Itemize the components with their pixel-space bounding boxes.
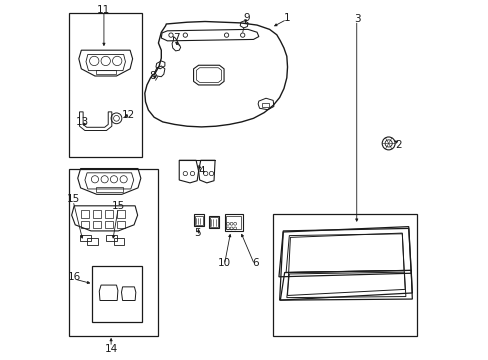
Text: 6: 6 <box>251 258 258 268</box>
Bar <box>209 217 218 227</box>
Text: 13: 13 <box>76 117 89 127</box>
Bar <box>93 210 101 218</box>
Bar <box>80 234 91 241</box>
Text: 3: 3 <box>353 14 360 24</box>
Text: 7: 7 <box>173 33 179 43</box>
Bar <box>96 70 116 74</box>
Bar <box>224 214 242 231</box>
Bar <box>194 216 202 225</box>
Text: 4: 4 <box>198 166 204 176</box>
Text: 15: 15 <box>66 194 80 204</box>
Text: 2: 2 <box>395 140 401 150</box>
Bar <box>273 214 416 336</box>
Bar <box>96 187 122 192</box>
Bar <box>226 216 241 229</box>
Text: 10: 10 <box>218 258 231 268</box>
Bar <box>208 216 219 228</box>
Bar <box>105 221 113 228</box>
Text: 16: 16 <box>67 272 81 282</box>
Bar <box>106 234 117 241</box>
Bar <box>117 221 124 228</box>
Bar <box>81 221 89 228</box>
Text: 12: 12 <box>121 110 134 120</box>
Text: 8: 8 <box>149 71 156 81</box>
Text: 1: 1 <box>284 13 290 23</box>
Bar <box>117 210 124 218</box>
Text: 15: 15 <box>111 201 124 211</box>
Text: 5: 5 <box>194 228 201 238</box>
Bar <box>261 103 268 107</box>
Bar <box>92 266 142 321</box>
Text: 11: 11 <box>97 5 110 15</box>
Text: 14: 14 <box>105 343 118 354</box>
Bar <box>81 210 89 218</box>
Bar <box>113 238 124 244</box>
Bar <box>69 169 158 336</box>
Text: 9: 9 <box>243 13 249 23</box>
Bar <box>69 13 142 157</box>
Bar <box>93 221 101 228</box>
Bar <box>105 210 113 218</box>
Bar <box>87 238 98 244</box>
Bar <box>193 215 203 226</box>
